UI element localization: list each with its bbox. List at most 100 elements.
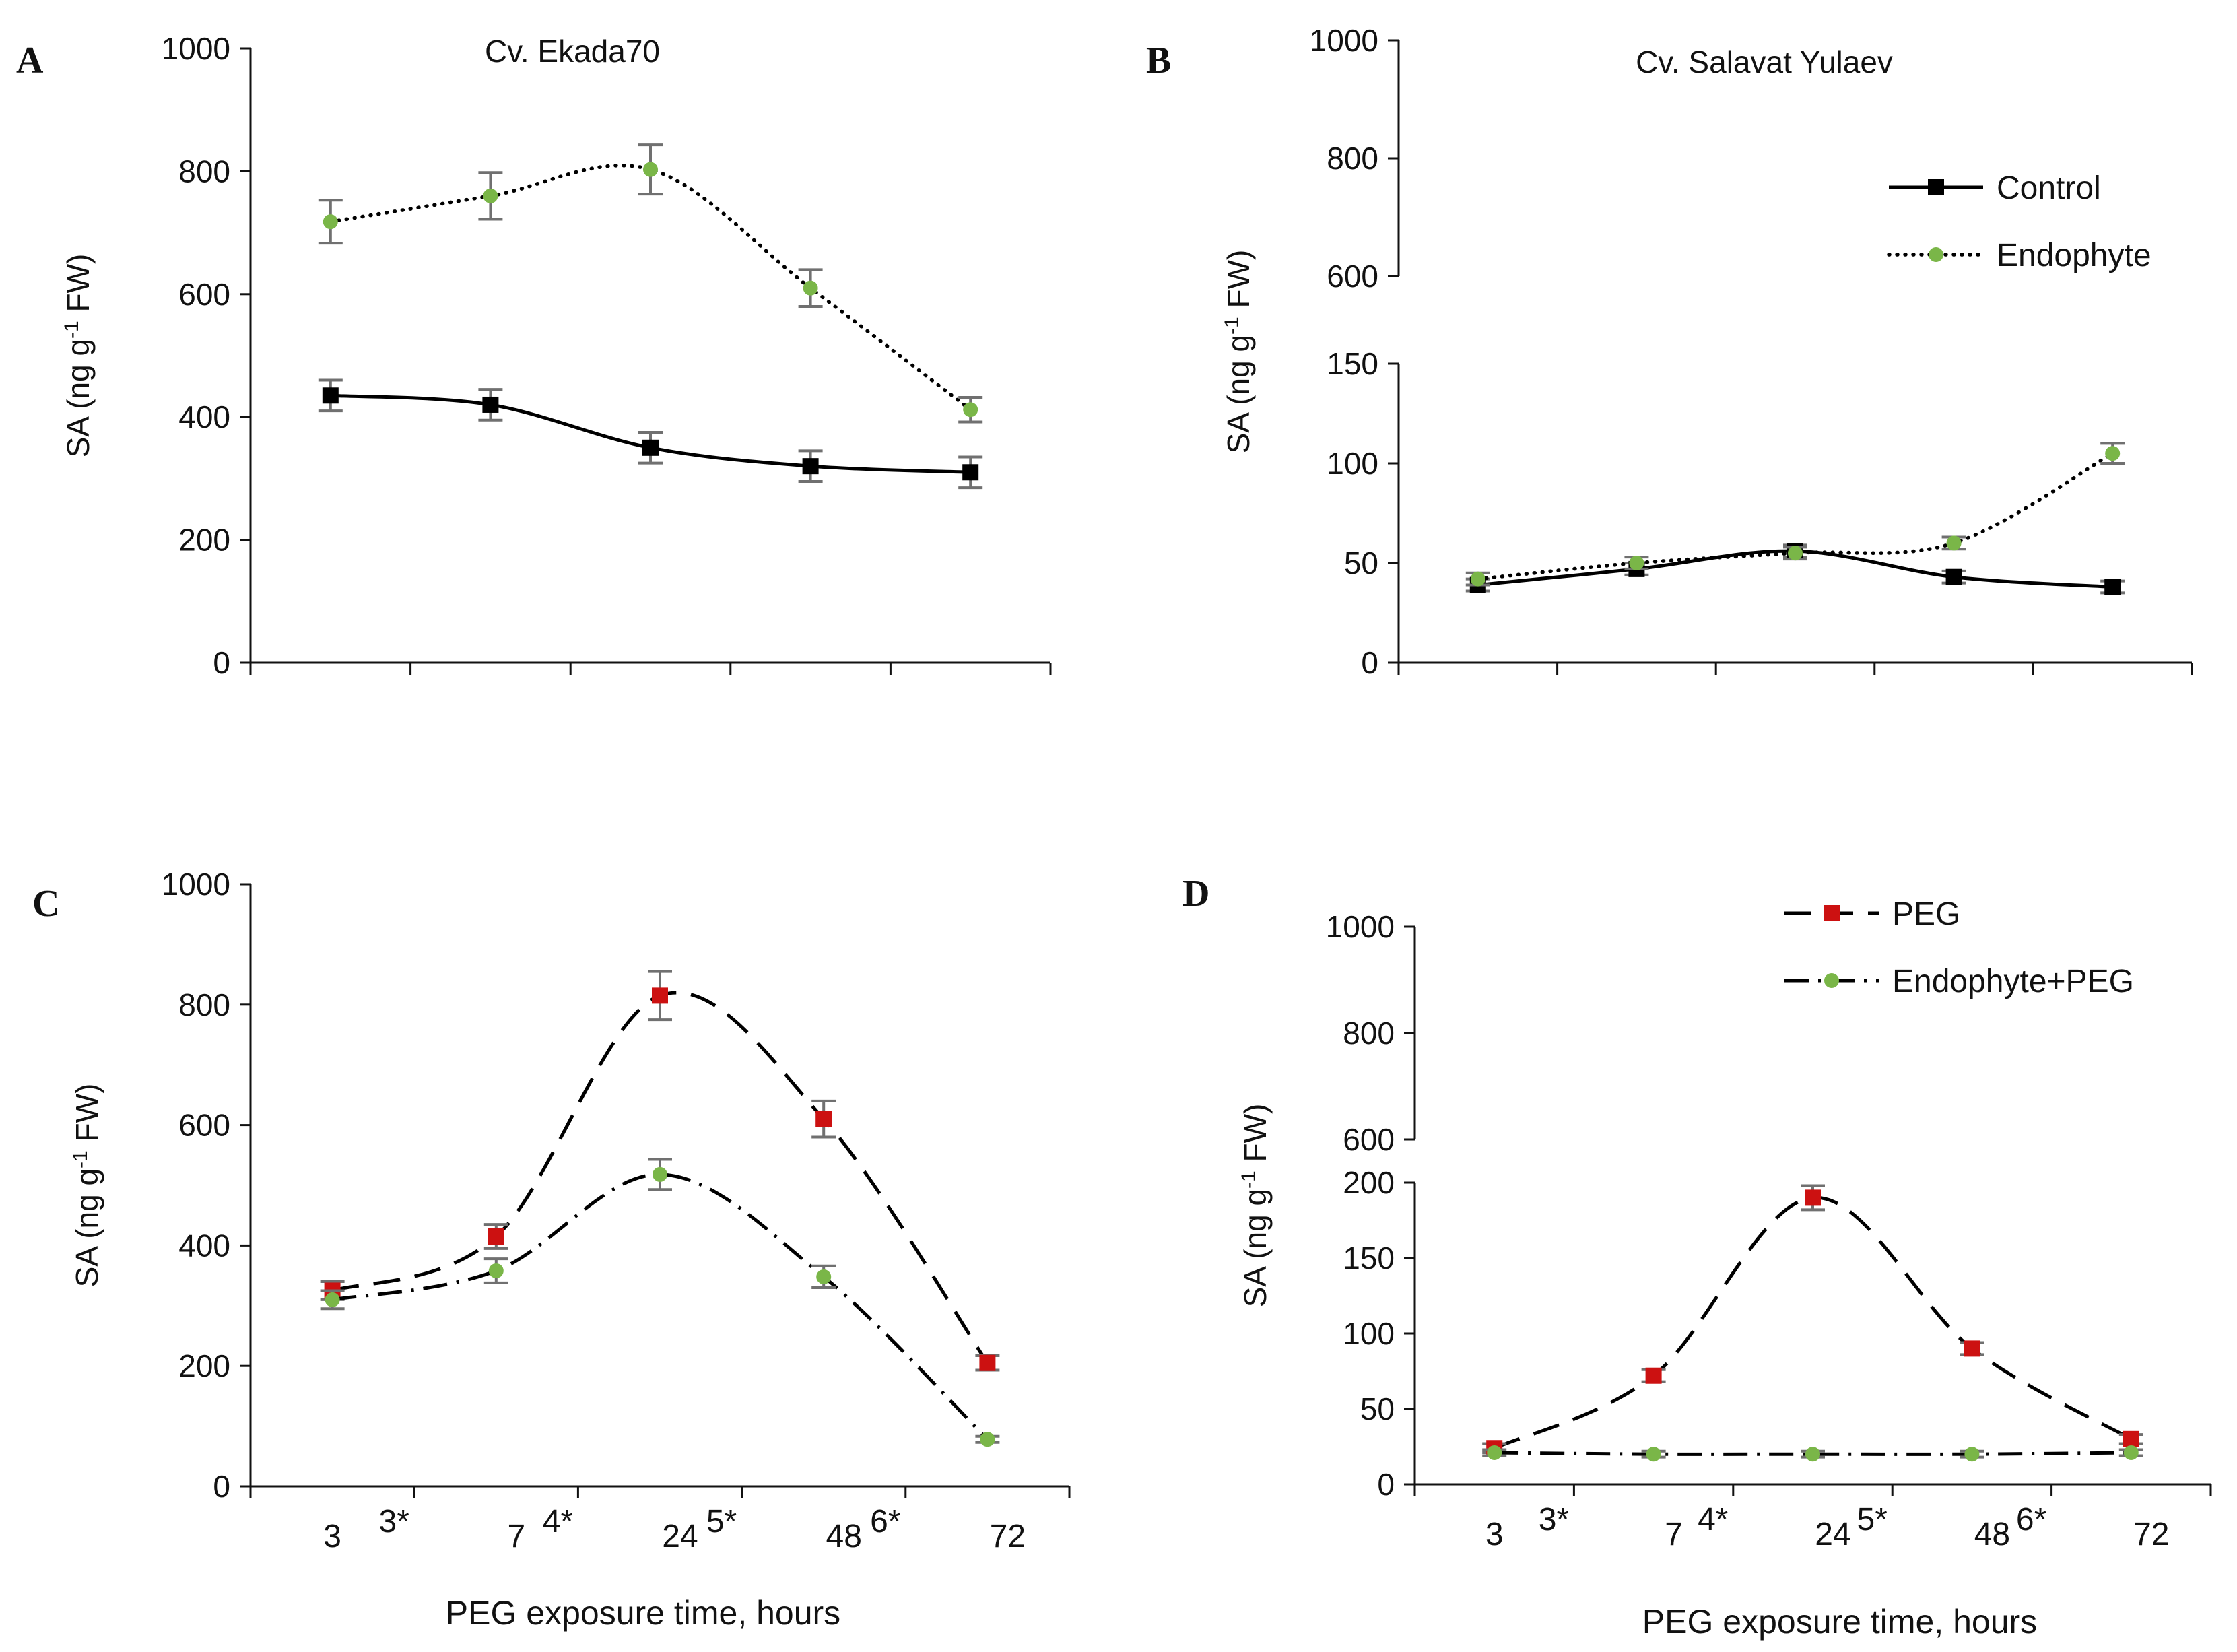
data-point	[963, 402, 978, 418]
panel-a: A Cv. Ekada70 0 200 400 600 800 1000 SA (ng g-1 …	[16, 31, 1052, 680]
series-control	[318, 378, 983, 490]
y-tick-label: 600	[178, 277, 230, 312]
y-tick-label: 100	[1327, 446, 1378, 481]
y-tick-label: 600	[178, 1108, 230, 1143]
data-point	[323, 214, 338, 230]
x-tick-label: 72	[990, 1519, 1026, 1554]
series-endophyte	[318, 143, 983, 424]
data-point	[1946, 535, 1962, 551]
x-tick-label: 24	[662, 1519, 698, 1554]
series-endophyte	[1465, 442, 2125, 587]
data-point	[1487, 1445, 1502, 1460]
y-tick-label: 200	[1343, 1165, 1395, 1200]
x-tick-label: 3	[323, 1519, 341, 1554]
y-tick-label: 600	[1327, 259, 1378, 294]
y-tick-label: 800	[1343, 1016, 1395, 1051]
data-point	[653, 1166, 667, 1182]
legend-marker	[1929, 247, 1943, 262]
x-axis-title: PEG exposure time, hours	[1642, 1603, 2037, 1641]
series-line	[332, 1172, 989, 1441]
y-tick-label: 150	[1327, 346, 1378, 381]
y-tick-label: 0	[1377, 1467, 1395, 1502]
legend-label: Endophyte+PEG	[1892, 964, 2134, 999]
series-peg	[320, 970, 1000, 1372]
y-tick-label: 0	[1361, 645, 1378, 680]
data-point	[2104, 579, 2121, 595]
y-tick-label: 800	[178, 987, 230, 1022]
y-tick-label: 400	[178, 1228, 230, 1263]
x-between-label: 5*	[706, 1504, 737, 1540]
panel-letter: C	[32, 883, 59, 925]
panel-letter: A	[16, 40, 44, 81]
y-tick-label: 0	[213, 1469, 230, 1504]
data-point	[2123, 1445, 2139, 1460]
y-axis-title: SA (ng g-1 FW)	[69, 1084, 104, 1288]
y-tick-label: 400	[178, 399, 230, 434]
data-point	[1470, 571, 1485, 587]
series-endopeg	[320, 1158, 1000, 1447]
data-point	[325, 1292, 340, 1307]
legend-marker	[1824, 973, 1839, 988]
y-tick-label: 1000	[1326, 909, 1395, 944]
y-axis-title: SA (ng g-1 FW)	[1221, 250, 1256, 454]
x-tick-label: 72	[2133, 1517, 2169, 1552]
data-point	[1629, 556, 1644, 570]
panel-letter: B	[1146, 40, 1171, 81]
series-endopeg	[1482, 1445, 2143, 1462]
x-between-label: 3*	[379, 1504, 409, 1540]
x-tick-label: 7	[1665, 1517, 1683, 1552]
x-tick-label: 7	[507, 1519, 525, 1554]
legend: PEG Endophyte+PEG	[1784, 896, 2134, 999]
data-point	[1964, 1447, 1980, 1462]
legend-label: Endophyte	[1997, 238, 2151, 273]
legend-marker	[1928, 179, 1944, 195]
data-point	[1645, 1367, 1662, 1384]
data-point	[2123, 1430, 2139, 1447]
y-axis-title: SA (ng g-1 FW)	[1238, 1104, 1273, 1308]
series-line	[1494, 1451, 2131, 1456]
data-point	[1805, 1447, 1820, 1462]
data-point	[488, 1228, 504, 1245]
x-tick-label: 48	[1974, 1517, 2010, 1552]
data-point	[482, 396, 499, 413]
y-tick-label: 800	[1327, 141, 1378, 176]
y-tick-label: 600	[1343, 1122, 1395, 1157]
data-point	[643, 162, 658, 177]
legend-label: PEG	[1892, 896, 1960, 932]
data-point	[1646, 1447, 1661, 1462]
y-tick-label: 200	[178, 1348, 230, 1383]
x-between-label: 3*	[1539, 1502, 1569, 1538]
panel-c: C 0 200 400 600 800 1000 SA (ng g-1 FW) 3 7 24 48 72…	[32, 867, 1071, 1632]
x-tick-label: 24	[1815, 1517, 1850, 1552]
data-point	[815, 1111, 832, 1127]
data-point	[652, 987, 668, 1004]
data-point	[1964, 1340, 1980, 1357]
data-point	[1788, 546, 1803, 561]
data-point	[322, 387, 339, 404]
y-tick-label: 800	[178, 154, 230, 189]
data-point	[980, 1432, 995, 1447]
data-point	[488, 1263, 504, 1278]
x-tick-label: 48	[826, 1519, 862, 1554]
legend-marker	[1824, 905, 1840, 921]
y-tick-label: 1000	[162, 31, 230, 66]
y-axis-title: SA (ng g-1 FW)	[61, 254, 96, 458]
data-point	[1945, 568, 1962, 585]
panel-title: Cv. Salavat Yulaev	[1636, 44, 1893, 79]
x-between-label: 4*	[1698, 1502, 1728, 1538]
y-tick-label: 0	[213, 645, 230, 680]
x-between-label: 4*	[543, 1504, 573, 1540]
data-point	[803, 280, 818, 296]
y-tick-label: 100	[1343, 1316, 1395, 1351]
y-tick-label: 200	[178, 523, 230, 558]
y-tick-label: 50	[1344, 546, 1378, 581]
data-point	[802, 458, 819, 475]
data-point	[979, 1354, 996, 1371]
data-point	[483, 188, 498, 203]
data-point	[962, 464, 979, 481]
x-tick-label: 3	[1485, 1517, 1504, 1552]
data-point	[642, 439, 659, 456]
